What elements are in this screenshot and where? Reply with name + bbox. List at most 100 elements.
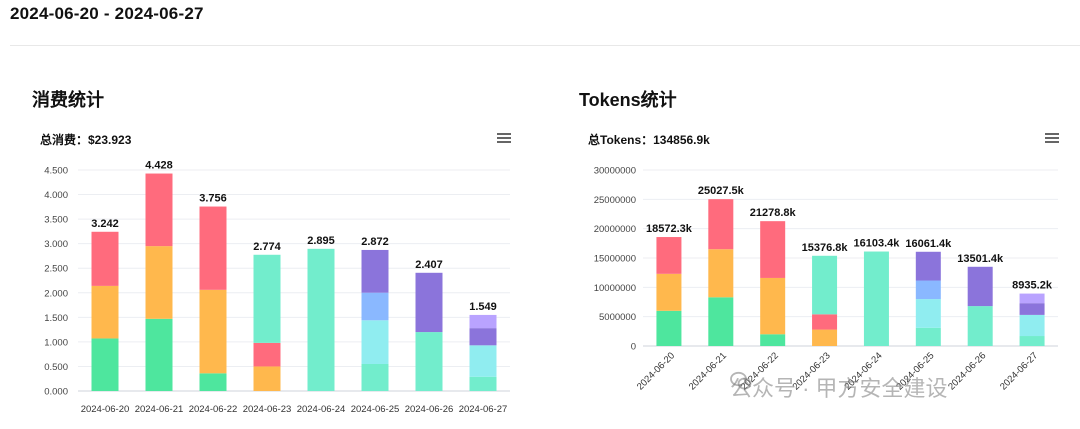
consumption-total-label: 2.895 (307, 235, 335, 247)
tokens-y-tick-label: 30000000 (594, 166, 636, 177)
tokens-bar-segment (1019, 314, 1045, 337)
consumption-bar-segment (253, 366, 281, 391)
consumption-bar-segment (361, 292, 389, 321)
consumption-bar-segment (469, 376, 497, 391)
consumption-y-tick-label: 3.500 (44, 215, 68, 226)
consumption-y-tick-label: 1.000 (44, 337, 68, 348)
consumption-bar-segment (361, 249, 389, 293)
consumption-x-tick-label: 2024-06-26 (405, 404, 454, 415)
consumption-y-tick-label: 4.500 (44, 166, 68, 177)
tokens-bar-segment (812, 314, 838, 330)
consumption-x-tick-label: 2024-06-23 (243, 404, 292, 415)
tokens-y-tick-label: 10000000 (594, 283, 636, 294)
tokens-y-tick-label: 20000000 (594, 224, 636, 235)
tokens-panel-title: Tokens统计 (579, 90, 677, 110)
consumption-total-label: 2.407 (415, 259, 443, 271)
consumption-bar-segment (253, 342, 281, 367)
consumption-x-tick-label: 2024-06-25 (351, 404, 400, 415)
wechat-icon (730, 371, 752, 390)
consumption-total-label: 4.428 (145, 160, 173, 172)
consumption-bar-segment (361, 320, 389, 364)
consumption-bar-segment (307, 248, 335, 391)
consumption-bar-segment (199, 289, 227, 374)
consumption-bar-segment (145, 173, 173, 247)
consumption-x-tick-label: 2024-06-20 (81, 404, 130, 415)
consumption-bar-segment (145, 246, 173, 319)
consumption-bar-segment (415, 272, 443, 333)
tokens-bar-segment (915, 280, 941, 300)
consumption-y-tick-label: 0.000 (44, 387, 68, 398)
consumption-bar-segment (145, 318, 173, 391)
consumption-total-label: 2.872 (361, 236, 389, 248)
tokens-x-tick-label: 2024-06-26 (946, 350, 988, 392)
consumption-total-label: 3.242 (91, 218, 119, 230)
tokens-x-tick-label: 2024-06-21 (687, 350, 729, 392)
tokens-bar-segment (812, 255, 838, 315)
consumption-x-tick-label: 2024-06-24 (297, 404, 346, 415)
consumption-bar-segment (253, 254, 281, 343)
tokens-bar-segment (708, 199, 734, 250)
tokens-total-label: 8935.2k (1012, 280, 1053, 292)
tokens-bar-segment (760, 334, 786, 346)
tokens-total-label: 16061.4k (905, 238, 952, 250)
tokens-bar-segment (708, 297, 734, 346)
consumption-bar-segment (199, 206, 227, 290)
consumption-y-tick-label: 3.000 (44, 239, 68, 250)
consumption-y-tick-label: 4.000 (44, 190, 68, 201)
tokens-x-tick-label: 2024-06-27 (998, 350, 1040, 392)
consumption-x-tick-label: 2024-06-22 (189, 404, 238, 415)
tokens-total-label: 16103.4k (853, 238, 900, 250)
consumption-bar-segment (199, 373, 227, 391)
consumption-bar-segment (469, 328, 497, 346)
tokens-total-label: 13501.4k (957, 253, 1004, 265)
tokens-total: 总Tokens：134856.9k (588, 133, 710, 147)
consumption-total-label: 2.774 (253, 241, 281, 253)
tokens-y-tick-label: 15000000 (594, 254, 636, 265)
tokens-bar-segment (656, 273, 682, 311)
consumption-total: 总消费：$23.923 (40, 133, 132, 147)
tokens-bar-segment (760, 277, 786, 335)
watermark-text: 公众号 · 甲方安全建设 (730, 376, 948, 401)
consumption-y-tick-label: 0.500 (44, 362, 68, 373)
tokens-y-tick-label: 5000000 (599, 312, 636, 323)
tokens-bar-segment (967, 306, 993, 346)
consumption-total-label: 3.756 (199, 193, 227, 205)
tokens-y-tick-label: 25000000 (594, 195, 636, 206)
tokens-total-label: 15376.8k (802, 242, 849, 254)
tokens-bar-segment (915, 327, 941, 346)
tokens-bar-segment (1019, 293, 1045, 304)
tokens-bar-segment (863, 251, 889, 346)
consumption-x-tick-label: 2024-06-21 (135, 404, 184, 415)
tokens-total-label: 21278.8k (750, 207, 797, 219)
consumption-bar-segment (361, 363, 389, 391)
tokens-bar-segment (656, 237, 682, 274)
consumption-y-tick-label: 1.500 (44, 313, 68, 324)
header-divider (10, 45, 1080, 46)
consumption-bar-segment (415, 332, 443, 391)
tokens-total-label: 25027.5k (698, 185, 745, 197)
tokens-menu-icon[interactable] (1045, 131, 1059, 143)
tokens-bar-segment (915, 299, 941, 328)
consumption-bar-segment (91, 338, 119, 391)
consumption-bar-segment (469, 345, 497, 377)
tokens-bar-segment (915, 251, 941, 281)
tokens-bar-segment (708, 249, 734, 298)
tokens-bar-segment (1019, 303, 1045, 315)
tokens-bar-segment (760, 221, 786, 278)
tokens-bar-segment (967, 266, 993, 307)
consumption-y-tick-label: 2.000 (44, 288, 68, 299)
tokens-bar-segment (812, 329, 838, 346)
consumption-panel-title: 消费统计 (32, 90, 104, 110)
consumption-x-tick-label: 2024-06-27 (459, 404, 508, 415)
consumption-bar-segment (91, 285, 119, 339)
tokens-bar-segment (1019, 336, 1045, 346)
tokens-x-tick-label: 2024-06-20 (635, 350, 677, 392)
consumption-bar-segment (91, 231, 119, 286)
consumption-y-tick-label: 2.500 (44, 264, 68, 275)
watermark: 公众号 · 甲方安全建设 (730, 371, 948, 403)
tokens-total-label: 18572.3k (646, 223, 693, 235)
tokens-bar-segment (656, 310, 682, 346)
consumption-total-label: 1.549 (469, 301, 497, 313)
consumption-menu-icon[interactable] (497, 131, 511, 143)
